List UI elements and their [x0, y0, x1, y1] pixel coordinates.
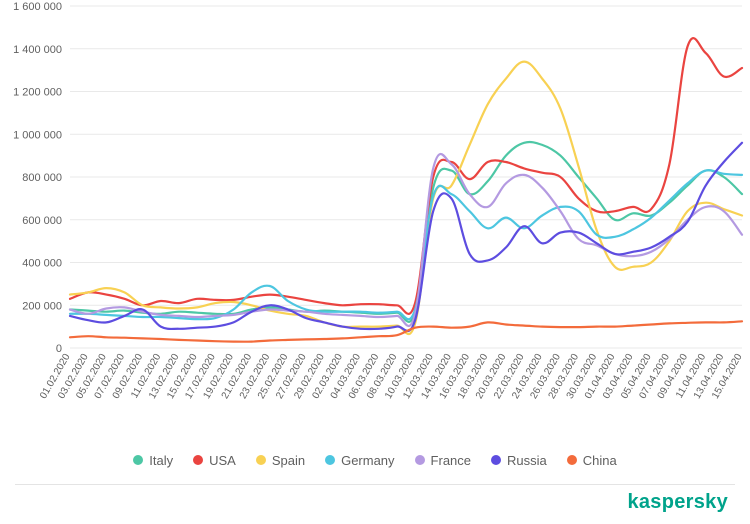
divider [15, 484, 735, 485]
legend-label: USA [209, 453, 236, 468]
legend-item-russia[interactable]: Russia [491, 453, 547, 468]
legend-label: Spain [272, 453, 305, 468]
legend-item-usa[interactable]: USA [193, 453, 236, 468]
y-tick-label: 400 000 [22, 258, 62, 270]
series-germany [70, 170, 742, 319]
chart-svg: 0 200 000 400 000 600 000 800 000 1 000 000 1 … [0, 0, 750, 524]
legend-dot-icon [415, 455, 425, 465]
legend-label: France [431, 453, 471, 468]
legend-item-spain[interactable]: Spain [256, 453, 305, 468]
legend-item-china[interactable]: China [567, 453, 617, 468]
legend-dot-icon [491, 455, 501, 465]
legend-label: Germany [341, 453, 394, 468]
legend-item-france[interactable]: France [415, 453, 471, 468]
series-italy [70, 142, 742, 322]
legend-dot-icon [133, 455, 143, 465]
y-tick-label: 1 400 000 [13, 44, 62, 56]
legend-item-italy[interactable]: Italy [133, 453, 173, 468]
legend: Italy USA Spain Germany France Russia China [0, 452, 750, 470]
y-tick-label: 1 600 000 [13, 1, 62, 13]
legend-label: Italy [149, 453, 173, 468]
brand-text: kaspersky [627, 491, 728, 513]
series-france [70, 154, 742, 326]
legend-dot-icon [193, 455, 203, 465]
y-tick-label: 1 000 000 [13, 129, 62, 141]
legend-dot-icon [567, 455, 577, 465]
y-tick-label: 800 000 [22, 172, 62, 184]
series-spain [70, 62, 742, 334]
y-tick-label: 1 200 000 [13, 87, 62, 99]
legend-label: China [583, 453, 617, 468]
y-tick-label: 0 [56, 343, 62, 355]
legend-dot-icon [256, 455, 266, 465]
y-tick-label: 200 000 [22, 300, 62, 312]
brand-logo: kaspersky [627, 491, 728, 514]
legend-dot-icon [325, 455, 335, 465]
y-tick-label: 600 000 [22, 215, 62, 227]
legend-item-germany[interactable]: Germany [325, 453, 394, 468]
chart-container: 0 200 000 400 000 600 000 800 000 1 000 000 1 … [0, 0, 750, 524]
series-usa [70, 38, 742, 314]
legend-label: Russia [507, 453, 547, 468]
